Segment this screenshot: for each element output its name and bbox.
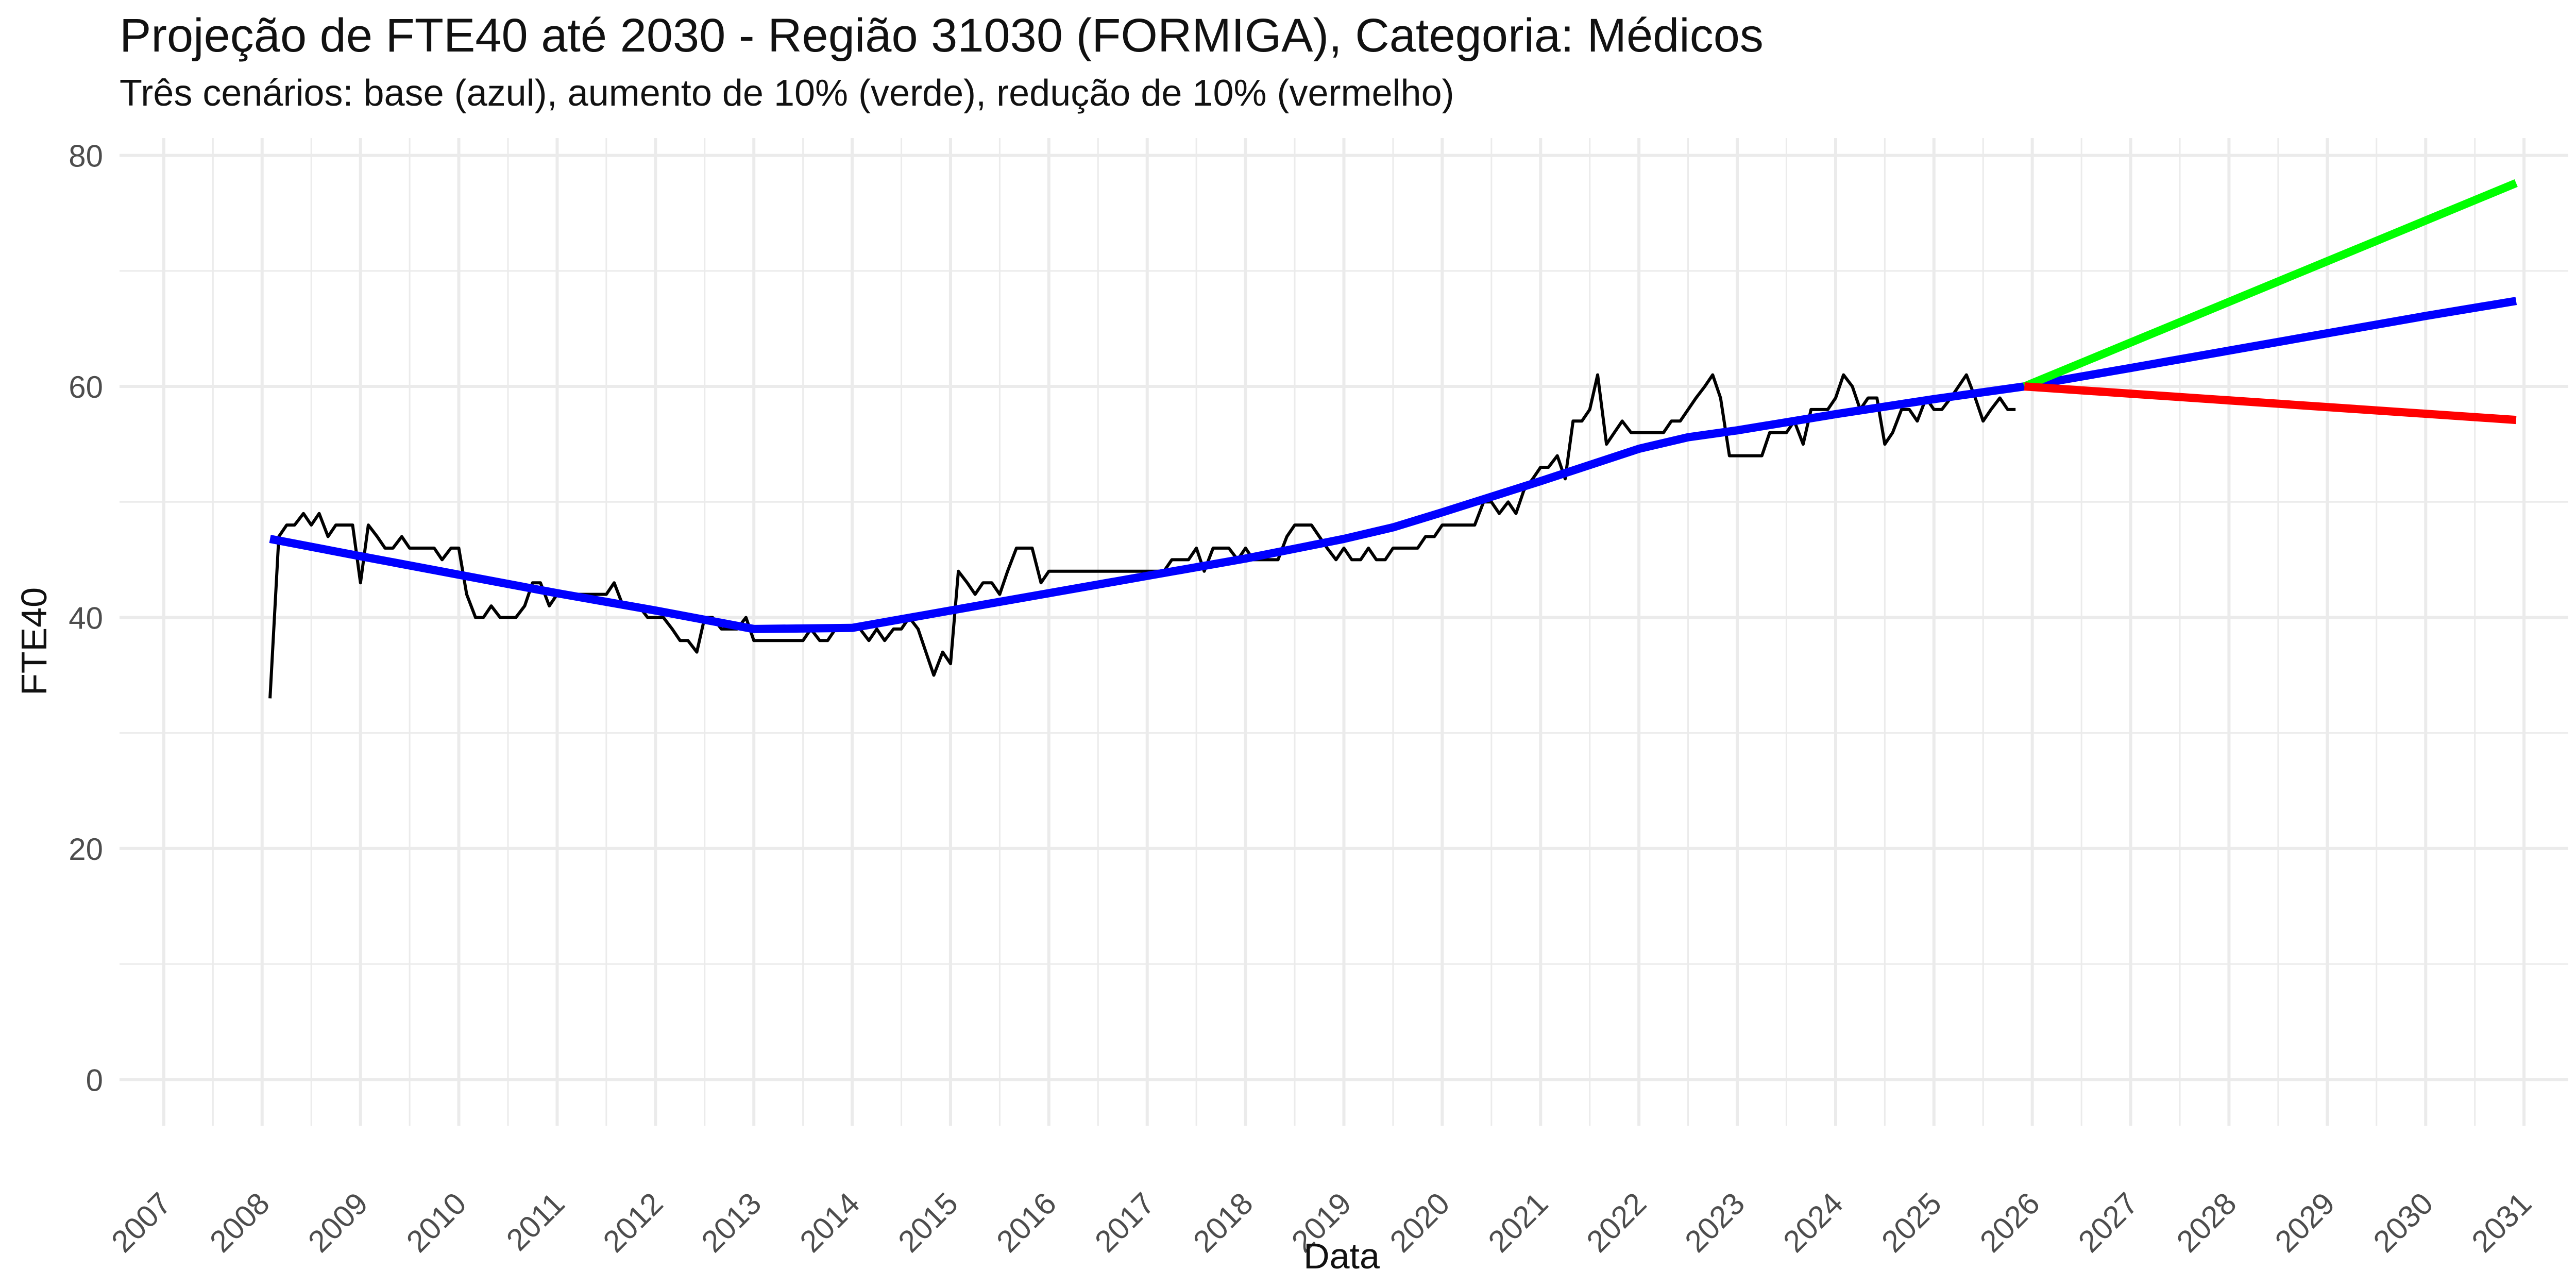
x-tick-label: 2018	[1187, 1186, 1260, 1259]
x-tick-label: 2030	[2367, 1186, 2440, 1259]
y-tick-label: 80	[69, 139, 103, 174]
major-gridlines	[120, 138, 2568, 1126]
x-tick-label: 2011	[500, 1186, 571, 1258]
x-tick-label: 2010	[400, 1186, 473, 1259]
x-tick-label: 2024	[1776, 1186, 1850, 1259]
y-tick-label: 40	[69, 601, 103, 635]
x-tick-label: 2022	[1580, 1186, 1653, 1259]
y-tick-label: 0	[86, 1063, 103, 1097]
x-tick-label: 2012	[597, 1186, 670, 1259]
x-tick-label: 2026	[1973, 1186, 2046, 1259]
series-lines	[268, 179, 2518, 699]
x-axis-label: Data	[1303, 1236, 1380, 1276]
series-line-reducao	[2024, 382, 2517, 425]
y-axis-label: FTE40	[14, 587, 54, 696]
y-tick-label: 60	[69, 370, 103, 404]
x-tick-label: 2025	[1875, 1186, 1948, 1259]
x-tick-label: 2007	[105, 1186, 178, 1259]
chart-subtitle: Três cenários: base (azul), aumento de 1…	[120, 73, 1454, 114]
series-line-aumento	[2023, 179, 2518, 391]
x-tick-label: 2009	[301, 1186, 375, 1259]
x-tick-label: 2027	[2072, 1186, 2145, 1259]
x-tick-label: 2013	[695, 1186, 768, 1259]
x-tick-label: 2008	[203, 1186, 276, 1259]
x-tick-label: 2021	[1482, 1186, 1555, 1259]
x-tick-label: 2020	[1383, 1186, 1456, 1259]
y-axis-ticks: 0 20 40 60 80	[69, 139, 103, 1098]
x-tick-label: 2014	[793, 1186, 867, 1259]
x-tick-label: 2017	[1088, 1186, 1161, 1259]
x-tick-label: 2029	[2268, 1186, 2342, 1259]
y-tick-label: 20	[69, 832, 103, 867]
x-tick-label: 2016	[990, 1186, 1063, 1259]
x-tick-label: 2028	[2170, 1186, 2243, 1259]
minor-gridlines	[120, 138, 2568, 1126]
chart-title: Projeção de FTE40 até 2030 - Região 3103…	[120, 9, 1764, 62]
series-line-observado	[268, 373, 2016, 699]
series-line-base	[269, 297, 2517, 633]
x-tick-label: 2023	[1678, 1186, 1751, 1259]
x-tick-label: 2031	[2465, 1186, 2538, 1259]
x-tick-label: 2015	[891, 1186, 964, 1259]
